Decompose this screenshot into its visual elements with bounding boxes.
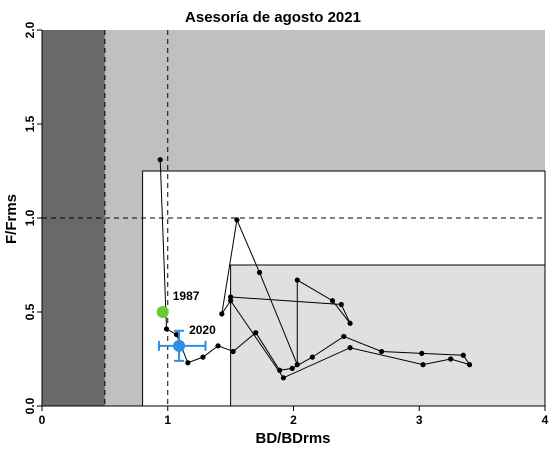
data-point-15 bbox=[466, 362, 473, 368]
x-axis-label: BD/BDrms bbox=[255, 430, 330, 447]
data-point-16 bbox=[448, 356, 454, 362]
data-point-1 bbox=[163, 326, 170, 332]
data-point-11 bbox=[341, 333, 347, 340]
y-tick-label-0: 0.0 bbox=[23, 397, 37, 414]
data-point-8 bbox=[277, 367, 283, 373]
x-tick-label-2: 2 bbox=[290, 413, 297, 427]
region-3 bbox=[230, 264, 546, 407]
series-line-0 bbox=[159, 159, 471, 379]
x-tick-label-0: 0 bbox=[39, 413, 46, 427]
data-point-23 bbox=[256, 269, 263, 276]
data-point-29 bbox=[228, 294, 234, 300]
data-point-2 bbox=[173, 331, 180, 338]
data-point-22 bbox=[234, 217, 240, 223]
chart-title: Asesoría de agosto 2021 bbox=[185, 9, 361, 26]
data-point-18 bbox=[347, 345, 353, 351]
plot-area: 1987 2020 0 1 2 3 4 0.0 0.5 1.0 1.5 2.0 bbox=[23, 21, 549, 427]
data-point-19 bbox=[280, 375, 287, 381]
data-point-0 bbox=[157, 157, 163, 163]
data-point-12 bbox=[378, 348, 385, 355]
y-tick-label-1: 0.5 bbox=[23, 303, 37, 320]
data-point-13 bbox=[419, 350, 425, 356]
x-tick-label-3: 3 bbox=[416, 413, 423, 427]
data-point-10 bbox=[309, 354, 315, 360]
data-point-21 bbox=[219, 311, 225, 317]
x-tick-label-1: 1 bbox=[164, 413, 171, 427]
highlight-label-2020: 2020 bbox=[189, 323, 216, 337]
data-point-5 bbox=[215, 343, 221, 349]
data-point-9 bbox=[289, 365, 295, 371]
data-point-27 bbox=[347, 320, 353, 326]
data-point-14 bbox=[460, 352, 466, 358]
highlight-label-1987: 1987 bbox=[173, 289, 200, 303]
highlight-point-2020 bbox=[173, 339, 186, 352]
highlight-point-1987 bbox=[156, 306, 169, 318]
data-point-17 bbox=[420, 362, 426, 368]
y-tick-label-2: 1.0 bbox=[23, 209, 37, 226]
data-point-3 bbox=[185, 360, 191, 366]
y-axis-label: F/Frms bbox=[3, 194, 20, 244]
x-tick-label-4: 4 bbox=[542, 413, 549, 427]
data-point-28 bbox=[338, 301, 344, 308]
data-point-6 bbox=[230, 348, 236, 355]
data-point-26 bbox=[329, 298, 336, 304]
y-tick-label-3: 1.5 bbox=[23, 115, 37, 132]
data-point-24 bbox=[294, 362, 300, 368]
y-tick-label-4: 2.0 bbox=[23, 21, 37, 38]
data-point-4 bbox=[200, 354, 206, 360]
data-point-25 bbox=[294, 277, 300, 283]
data-point-20 bbox=[228, 298, 234, 304]
data-point-7 bbox=[253, 330, 259, 336]
